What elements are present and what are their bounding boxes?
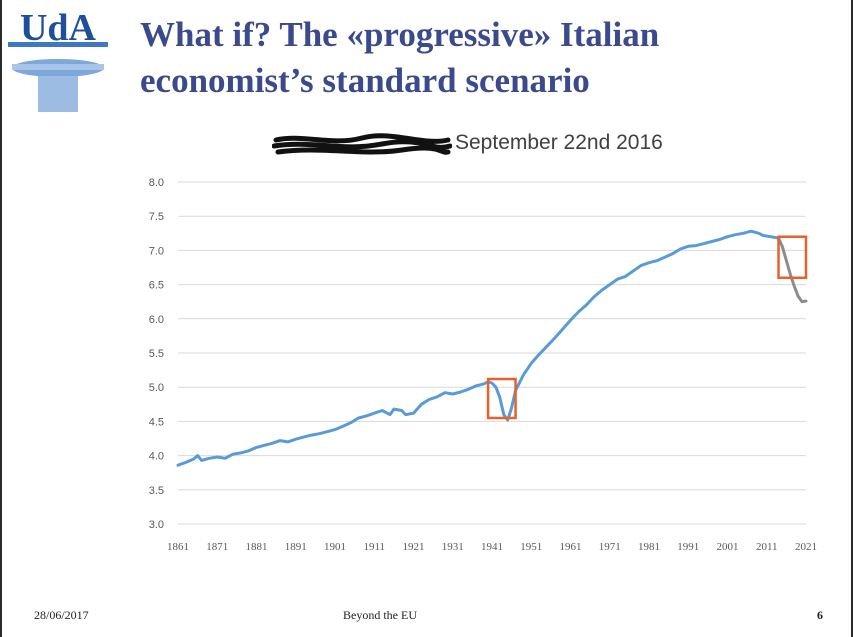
gridlines <box>178 181 806 525</box>
logo-disc-band <box>12 64 104 70</box>
y-tick-label: 6.0 <box>149 314 164 326</box>
uda-logo: UdA <box>8 7 108 112</box>
y-tick-label: 3.5 <box>149 485 164 497</box>
x-tick-label: 1961 <box>560 541 582 553</box>
slide-title-line-1: What if? The «progressive» Italian <box>140 15 660 54</box>
y-tick-label: 6.5 <box>149 280 164 292</box>
x-tick-label: 1921 <box>403 541 425 553</box>
series-line-2 <box>777 236 808 304</box>
highlight-box-1 <box>486 377 517 420</box>
x-tick-label: 1871 <box>206 541 228 553</box>
y-axis-ticks: 3.0 3.5 4.0 4.5 5.0 5.5 6.0 6.5 7.0 7.5 8.0 <box>149 177 164 531</box>
logo-tower <box>38 76 78 112</box>
series-line-1 <box>176 229 780 467</box>
y-tick-label: 5.0 <box>149 382 164 394</box>
y-tick-label: 4.5 <box>149 416 164 428</box>
y-tick-label: 4.0 <box>149 451 164 463</box>
y-tick-label: 7.0 <box>149 245 164 257</box>
x-tick-label: 1911 <box>363 541 385 553</box>
x-tick-label: 1881 <box>246 541 268 553</box>
x-tick-label: 2021 <box>795 541 817 553</box>
highlight-box-2 <box>777 235 808 280</box>
x-axis-ticks: 1861 1871 1881 1891 1901 1911 1921 1931 1941 1951… <box>167 541 817 553</box>
highlight-boxes <box>486 235 808 420</box>
footer-date: 28/06/2017 <box>34 608 89 622</box>
footer-title: Beyond the EU <box>343 608 417 622</box>
x-tick-label: 2011 <box>756 541 778 553</box>
logo-band <box>8 42 108 47</box>
x-tick-label: 1941 <box>481 541 503 553</box>
page-number: 6 <box>817 608 823 622</box>
x-tick-label: 1901 <box>324 541 346 553</box>
x-tick-label: 1981 <box>638 541 660 553</box>
y-tick-label: 7.5 <box>149 211 164 223</box>
x-tick-label: 1931 <box>442 541 464 553</box>
x-tick-label: 1951 <box>520 541 542 553</box>
y-tick-label: 3.0 <box>149 519 164 531</box>
x-tick-label: 1861 <box>167 541 189 553</box>
y-tick-label: 5.5 <box>149 348 164 360</box>
slide-title: What if? The «progressive» Italian econo… <box>140 12 830 104</box>
y-tick-label: 8.0 <box>149 177 164 189</box>
redaction-scribble <box>272 133 452 155</box>
series-lines <box>176 229 808 467</box>
x-tick-label: 2001 <box>717 541 739 553</box>
x-tick-label: 1891 <box>285 541 307 553</box>
chart-title: September 22nd 2016 <box>455 131 663 154</box>
x-tick-label: 1971 <box>599 541 621 553</box>
slide-title-line-2: economist’s standard scenario <box>140 61 590 100</box>
line-chart: 3.03.54.04.55.05.56.06.57.07.58.0 1861 18… <box>149 177 817 553</box>
x-tick-label: 1991 <box>677 541 699 553</box>
